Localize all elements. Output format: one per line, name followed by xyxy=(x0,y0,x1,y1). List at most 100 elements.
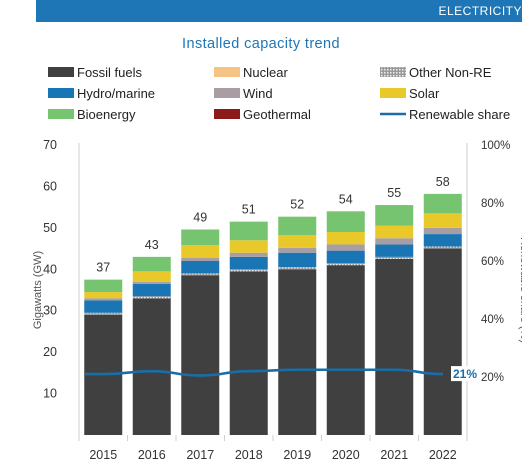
banner-title: ELECTRICITY xyxy=(438,4,522,18)
bar-segment-solar xyxy=(181,245,220,258)
bar-total-label: 58 xyxy=(436,175,450,189)
bar-segment-hydro-marine xyxy=(229,256,268,270)
bar-total-label: 55 xyxy=(387,186,401,200)
legend-label-fossil-fuels: Fossil fuels xyxy=(77,65,143,80)
bar-segment-fossil-fuels xyxy=(132,298,171,435)
bar-segment-bioenergy xyxy=(278,216,317,236)
y-tick-label: 40 xyxy=(43,262,57,276)
x-tick-label: 2017 xyxy=(186,448,214,462)
bar-total-label: 37 xyxy=(96,261,110,275)
legend-swatch-nuclear xyxy=(214,67,240,77)
bar-segment-hydro-marine xyxy=(84,300,123,313)
bar-segment-solar xyxy=(84,292,123,299)
y-axis-title: Gigawatts (GW) xyxy=(32,251,44,329)
header-banner: ELECTRICITY xyxy=(36,0,522,22)
bar-segment-wind xyxy=(132,281,171,284)
legend-swatch-geothermal xyxy=(214,109,240,119)
bar-segment-solar xyxy=(326,232,365,245)
x-tick-label: 2021 xyxy=(380,448,408,462)
x-tick-label: 2018 xyxy=(235,448,263,462)
legend-swatch-hydro-marine xyxy=(48,88,74,98)
legend-swatch-wind xyxy=(214,88,240,98)
legend-label-hydro-marine: Hydro/marine xyxy=(77,86,155,101)
bar-segment-hydro-marine xyxy=(326,250,365,264)
bar-segment-bioenergy xyxy=(181,229,220,246)
legend-label-nuclear: Nuclear xyxy=(243,65,288,80)
line-end-label: 21% xyxy=(453,367,477,381)
x-tick-label: 2022 xyxy=(429,448,457,462)
legend-swatch-bioenergy xyxy=(48,109,74,119)
bar-segment-fossil-fuels xyxy=(326,265,365,435)
bar-segment-hydro-marine xyxy=(375,244,414,257)
bar-segment-wind xyxy=(181,257,220,261)
bar-segment-fossil-fuels xyxy=(229,271,268,435)
bar-segment-wind xyxy=(326,244,365,251)
bar-segment-hydro-marine xyxy=(181,261,220,274)
y2-tick-label: 100% xyxy=(481,140,510,152)
legend-label-geothermal: Geothermal xyxy=(243,107,311,122)
bar-segment-other-non-re xyxy=(84,312,123,315)
bar-segment-other-non-re xyxy=(423,246,462,249)
y-tick-label: 20 xyxy=(43,345,57,359)
bar-segment-hydro-marine xyxy=(278,252,317,268)
bar-segment-bioenergy xyxy=(229,221,268,241)
y2-axis-title: Renewable share (%) xyxy=(518,237,522,343)
bar-segment-solar xyxy=(278,235,317,248)
y-tick-label: 70 xyxy=(43,138,57,152)
line-end-label-bg xyxy=(451,366,477,382)
bar-segment-fossil-fuels xyxy=(375,258,414,435)
bar-segment-bioenergy xyxy=(132,256,171,272)
legend-label-wind: Wind xyxy=(243,86,273,101)
y2-tick-label: 40% xyxy=(481,314,504,326)
bar-segment-other-non-re xyxy=(229,269,268,272)
bar-total-label: 54 xyxy=(339,192,353,206)
x-tick-label: 2016 xyxy=(138,448,166,462)
y-tick-label: 60 xyxy=(43,179,57,193)
bar-segment-hydro-marine xyxy=(423,234,462,247)
bar-segment-fossil-fuels xyxy=(181,275,220,435)
bar-segment-bioenergy xyxy=(84,279,123,293)
bar-segment-other-non-re xyxy=(132,296,171,299)
y2-tick-label: 80% xyxy=(481,198,504,210)
bar-segment-solar xyxy=(423,213,462,228)
y2-tick-label: 60% xyxy=(481,256,504,268)
bar-total-label: 49 xyxy=(193,211,207,225)
legend-label-solar: Solar xyxy=(409,86,440,101)
renewable-share-line xyxy=(85,368,443,377)
bar-segment-other-non-re xyxy=(375,256,414,259)
legend-label-bioenergy: Bioenergy xyxy=(77,107,136,122)
bar-segment-solar xyxy=(229,240,268,253)
y-tick-label: 30 xyxy=(43,304,57,318)
bar-total-label: 51 xyxy=(242,203,256,217)
bar-segment-wind xyxy=(229,252,268,257)
y-tick-label: 50 xyxy=(43,221,57,235)
x-tick-label: 2019 xyxy=(283,448,311,462)
bar-segment-other-non-re xyxy=(181,273,220,276)
legend-label-renewable-share: Renewable share xyxy=(409,107,510,122)
bar-segment-wind xyxy=(423,227,462,235)
legend-swatch-solar xyxy=(380,88,406,98)
bar-segment-solar xyxy=(132,271,171,282)
bar-segment-fossil-fuels xyxy=(423,248,462,435)
y-tick-label: 10 xyxy=(43,387,57,401)
bar-total-label: 43 xyxy=(145,238,159,252)
bar-total-label: 52 xyxy=(290,198,304,212)
bar-segment-wind xyxy=(84,298,123,301)
chart-title: Installed capacity trend xyxy=(182,36,340,52)
bar-segment-hydro-marine xyxy=(132,283,171,297)
bar-segment-wind xyxy=(375,238,414,245)
legend-swatch-fossil-fuels xyxy=(48,67,74,77)
legend-label-other-non-re: Other Non-RE xyxy=(409,65,492,80)
bar-segment-other-non-re xyxy=(278,267,317,270)
bar-segment-fossil-fuels xyxy=(278,269,317,435)
bar-segment-wind xyxy=(278,247,317,253)
bar-segment-bioenergy xyxy=(423,193,462,214)
bar-segment-solar xyxy=(375,225,414,239)
legend-swatch-other-non-re xyxy=(380,67,406,77)
y2-tick-label: 20% xyxy=(481,372,504,384)
bar-segment-bioenergy xyxy=(326,211,365,232)
bar-segment-other-non-re xyxy=(326,263,365,266)
x-tick-label: 2020 xyxy=(332,448,360,462)
x-tick-label: 2015 xyxy=(89,448,117,462)
